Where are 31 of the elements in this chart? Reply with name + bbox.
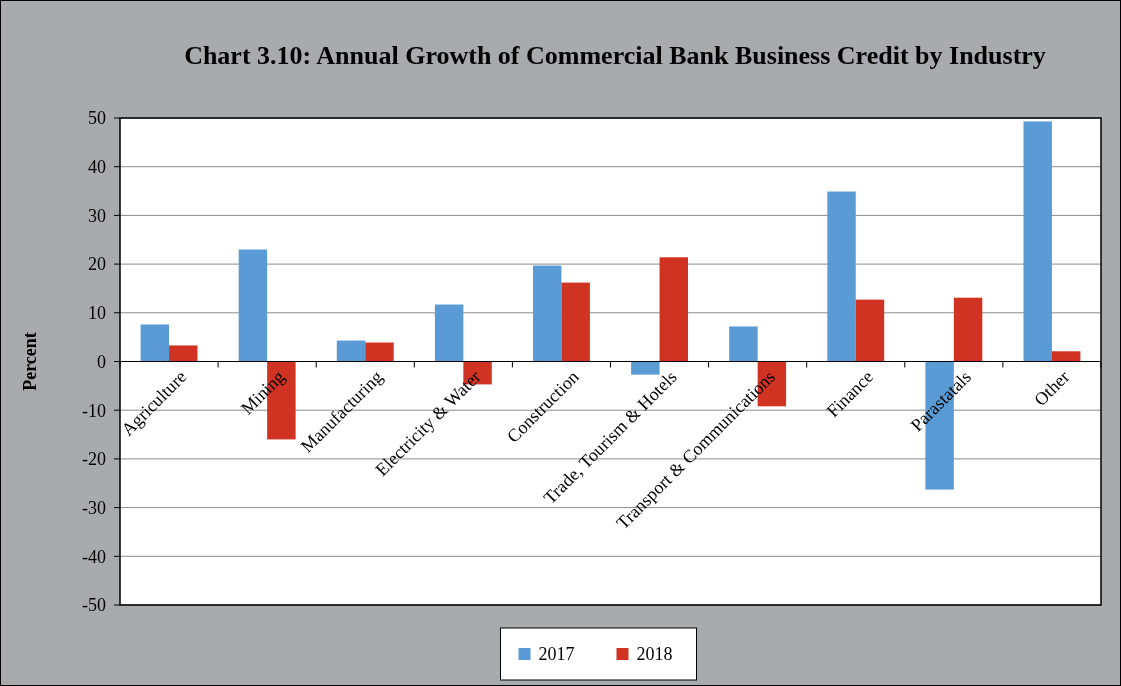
bar [533, 265, 562, 362]
legend-label: 2017 [538, 644, 575, 665]
y-tick-label: 0 [97, 351, 106, 372]
y-tick-label: -50 [82, 595, 106, 616]
chart-title: Chart 3.10: Annual Growth of Commercial Bank Business Credit by Industry [184, 41, 1046, 70]
bar [561, 282, 590, 362]
y-axis-title: Percent [20, 332, 40, 391]
y-tick-label: 40 [88, 157, 106, 177]
y-tick-label: 20 [88, 254, 106, 275]
bar [169, 345, 198, 362]
y-tick-label: -40 [82, 546, 106, 567]
bar [631, 361, 660, 375]
bar [855, 299, 885, 362]
y-tick-label: -20 [82, 449, 106, 470]
bar [1023, 121, 1052, 362]
bar [659, 257, 688, 362]
y-tick-label: 10 [88, 303, 106, 324]
bar [140, 324, 170, 362]
y-tick-label: -30 [82, 497, 106, 518]
y-tick-label: -10 [82, 400, 106, 421]
y-tick-label: 50 [88, 108, 106, 129]
bar [1051, 351, 1081, 362]
y-tick-label: 30 [88, 205, 106, 226]
bar [238, 249, 268, 362]
bar [953, 297, 983, 362]
bar [827, 191, 856, 362]
bar [729, 326, 758, 362]
bar [336, 340, 366, 362]
legend-label: 2018 [636, 644, 673, 665]
bar [434, 304, 464, 362]
bar [365, 342, 394, 362]
